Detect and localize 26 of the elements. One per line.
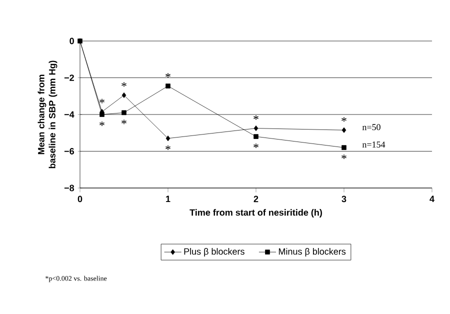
legend-label: Minus β blockers [278,248,346,256]
x-tick-label: 4 [430,196,434,202]
annotation: * [342,117,346,122]
y-tick-label: −4 [64,111,74,118]
x-tick-label: 2 [254,196,258,202]
y-tick-label: −6 [64,148,74,154]
annotation: * [122,120,126,124]
y-axis-title: Mean change from baseline in SBP (mm Hg) [38,60,58,168]
x-tick-label: 0 [78,196,82,202]
annotation: * [122,82,126,87]
annotation: * [254,115,258,120]
x-axis-title: Time from start of nesiritide (h) [190,209,322,218]
annotation: * [342,154,346,160]
x-tick-label: 3 [342,196,346,202]
annotation: n=154 [362,142,386,148]
annotation: * [100,122,104,126]
y-tick-label: −8 [64,184,74,192]
x-tick-label: 1 [166,196,170,202]
annotation: n=50 [362,124,380,130]
legend-label: Plus β blockers [184,248,244,256]
y-tick-label: −2 [64,74,74,81]
annotation: * [100,98,104,104]
y-tick-label: 0 [70,38,74,44]
annotation: * [166,73,170,78]
annotation: * [166,145,170,150]
annotation: * [254,144,258,148]
